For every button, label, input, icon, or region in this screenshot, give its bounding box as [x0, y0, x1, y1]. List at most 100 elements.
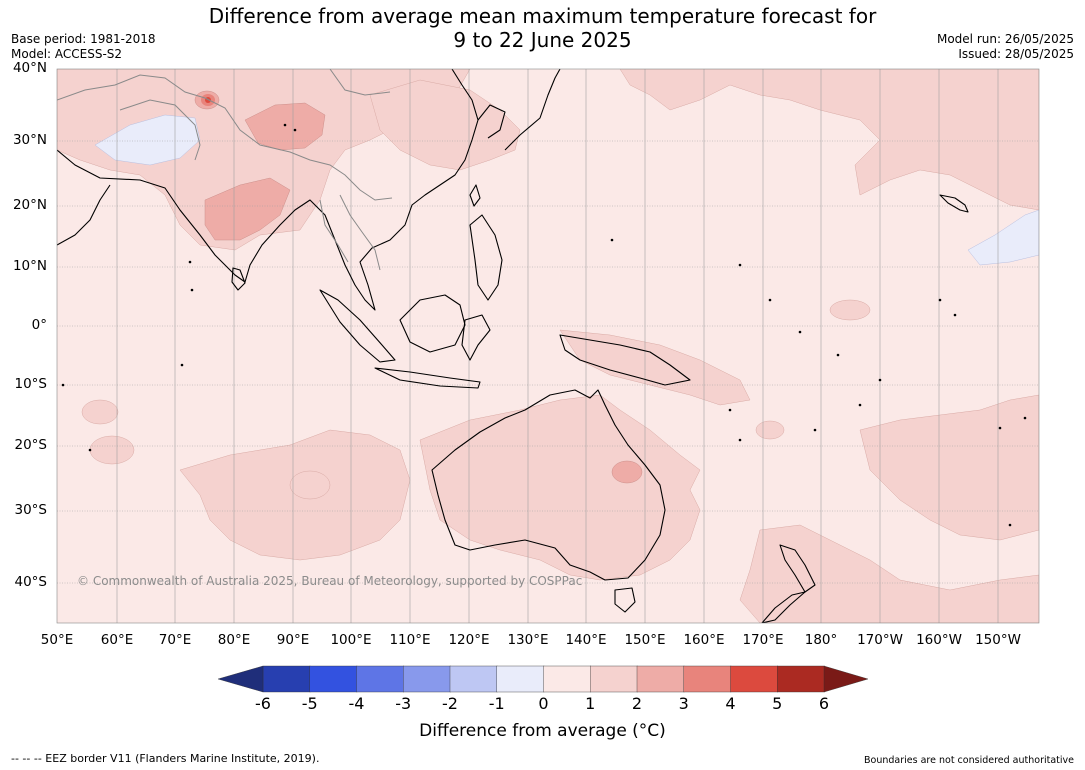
boundary-disclaimer: Boundaries are not considered authoritat…	[864, 755, 1074, 766]
longitude-label: 170°E	[742, 632, 784, 648]
coastline-hawaii	[939, 194, 969, 213]
coastline-taiwan	[469, 184, 481, 207]
longitude-label: 180°	[804, 632, 838, 648]
colorbar-tick-label: 1	[585, 694, 596, 713]
colorbar-tick-label: 4	[725, 694, 736, 713]
colorbar-segment	[636, 665, 685, 693]
country-borders	[57, 69, 393, 271]
island	[768, 298, 772, 302]
copyright-text: © Commonwealth of Australia 2025, Bureau…	[77, 574, 583, 588]
base-period-text: Base period: 1981-2018	[11, 32, 156, 46]
anomaly-region-east-pacific	[967, 209, 1039, 266]
anomaly-region-new-zealand	[739, 524, 1039, 623]
colorbar-low-extend	[217, 665, 264, 693]
colorbar-segment	[730, 665, 778, 693]
longitude-label: 50°E	[40, 632, 74, 648]
meta-left: Base period: 1981-2018 Model: ACCESS-S2	[11, 32, 156, 62]
colorbar-segment	[590, 665, 638, 693]
colorbar-segment	[309, 665, 358, 693]
colorbar	[217, 665, 869, 693]
cool-anomaly-regions	[94, 114, 1039, 266]
longitude-label: 160°W	[916, 632, 962, 648]
longitude-label: 70°E	[158, 632, 192, 648]
island	[1008, 523, 1012, 527]
warm-anomaly-1-3-regions	[57, 69, 1039, 623]
island	[836, 353, 840, 357]
island	[293, 128, 297, 132]
anomaly-region-southwest-indian	[81, 399, 119, 425]
anomaly-region-coral-sea	[755, 420, 785, 440]
island	[738, 438, 742, 442]
colorbar-segment	[683, 665, 732, 693]
longitude-label: 110°E	[389, 632, 431, 648]
model-run-text: Model run: 26/05/2025	[936, 32, 1074, 46]
island	[610, 238, 614, 242]
island	[190, 288, 194, 292]
island	[88, 448, 92, 452]
title-line-1: Difference from average mean maximum tem…	[208, 4, 877, 28]
colorbar-segment	[356, 665, 404, 693]
graticule	[57, 69, 1039, 623]
anomaly-region-new-guinea	[559, 329, 751, 406]
anomaly-region-india	[204, 177, 291, 241]
colorbar-tick-label: -5	[301, 694, 318, 713]
island	[61, 383, 65, 387]
latitude-label: 40°N	[12, 60, 47, 76]
anomaly-region-north-pacific	[369, 79, 521, 171]
latitude-label: 10°N	[12, 258, 47, 274]
colorbar-tick-label: -4	[348, 694, 365, 713]
border-myanmar	[319, 199, 349, 263]
longitude-label: 150°W	[975, 632, 1021, 648]
coastline-asia-mainland	[57, 69, 479, 311]
island	[998, 426, 1002, 430]
meta-right: Model run: 26/05/2025 Issued: 28/05/2025	[937, 32, 1074, 62]
coastline-sri-lanka	[231, 267, 246, 291]
colorbar-segment	[262, 665, 311, 693]
colorbar-tick-label: 5	[772, 694, 783, 713]
longitude-label: 100°E	[330, 632, 372, 648]
anomaly-region-indian-ocean	[179, 429, 411, 561]
border-central-asia	[57, 74, 393, 201]
island	[858, 403, 862, 407]
anomaly-region-mid-indian	[89, 435, 135, 465]
colorbar-segment	[403, 665, 451, 693]
coastline-new-zealand-north	[779, 544, 816, 593]
latitude-label: 40°S	[14, 574, 48, 590]
warm-anomaly-2-3-regions	[194, 90, 643, 484]
colorbar-tick-label: -6	[255, 694, 271, 713]
colorbar-tick-label: -3	[395, 694, 412, 713]
coastline-arabia	[57, 184, 111, 246]
colorbar-segment	[449, 665, 498, 693]
island	[188, 260, 192, 264]
anomaly-region-south-indian	[289, 470, 331, 500]
latitude-label: 20°N	[12, 197, 47, 213]
colorbar-segment	[543, 665, 591, 693]
colorbar-tick-label: 6	[818, 694, 830, 713]
coastline-sumatra	[319, 289, 396, 363]
longitude-label: 60°E	[100, 632, 134, 648]
anomaly-region-iran	[94, 114, 201, 166]
border-southeast-asia	[339, 194, 381, 271]
map-frame	[56, 68, 1040, 624]
colorbar-segment	[496, 665, 545, 693]
coastline-korea	[477, 104, 506, 139]
colorbar-tick-label: 0	[538, 694, 549, 713]
coastline-philippines	[469, 214, 503, 301]
island	[728, 408, 732, 412]
island	[953, 313, 957, 317]
coastline-java	[374, 367, 481, 389]
anomaly-region-west-pacific	[829, 299, 871, 321]
island	[878, 378, 882, 382]
coastline-new-guinea	[559, 334, 691, 386]
latitude-label: 20°S	[14, 437, 48, 453]
latitude-label: 30°N	[12, 132, 47, 148]
border-mongolia	[329, 69, 391, 96]
coastline-sulawesi	[461, 314, 491, 361]
island	[938, 298, 942, 302]
longitude-label: 170°W	[857, 632, 903, 648]
map-panel	[57, 69, 1039, 623]
colorbar-segment	[777, 665, 825, 693]
longitude-label: 130°E	[507, 632, 549, 648]
coastlines	[57, 69, 969, 623]
